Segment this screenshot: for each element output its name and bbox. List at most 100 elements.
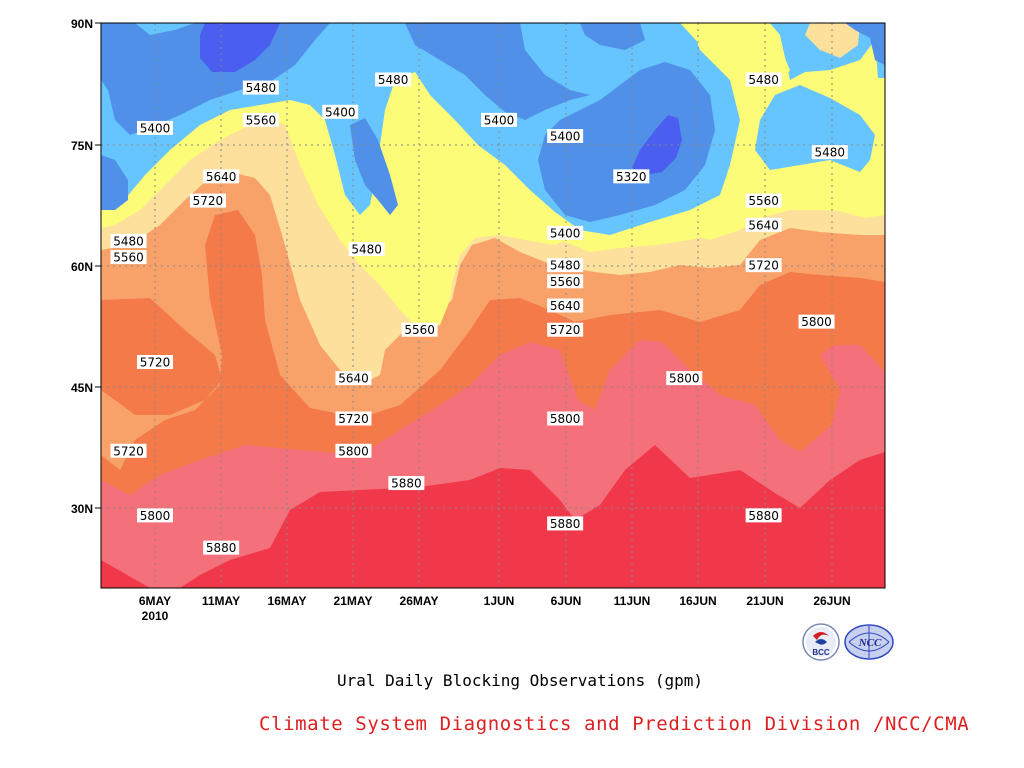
contour-label-box xyxy=(203,540,240,555)
bcc-logo: BCC xyxy=(802,623,840,661)
bcc-logo-text: BCC xyxy=(812,648,830,657)
contour-label: 5720 xyxy=(748,259,779,273)
contour-fill-layer xyxy=(101,23,885,588)
x-tick-label: 16JUN xyxy=(679,594,716,608)
contour-label-box xyxy=(110,250,147,265)
contour-label: 5800 xyxy=(338,444,369,458)
contour-label-box xyxy=(110,233,147,248)
contour-label: 5320 xyxy=(616,170,647,184)
contour-label: 5480 xyxy=(814,146,845,160)
contour-label: 5640 xyxy=(550,299,581,313)
x-year-label: 2010 xyxy=(142,609,169,623)
contour-label: 5480 xyxy=(351,243,382,257)
contour-label: 5480 xyxy=(246,81,277,95)
contour-label-box xyxy=(242,80,279,95)
x-tick-label: 1JUN xyxy=(484,594,515,608)
contour-label: 5480 xyxy=(378,73,409,87)
credit-line: Climate System Diagnostics and Predictio… xyxy=(259,713,970,735)
contour-label-box xyxy=(348,242,385,256)
ncc-logo-text: NCC xyxy=(858,637,882,649)
contour-label-box xyxy=(137,120,173,135)
contour-label-box xyxy=(798,314,835,329)
contour-label-box xyxy=(401,322,438,337)
x-tick-label: 11MAY xyxy=(202,594,240,608)
contour-chart: 90N 75N 60N 45N 30N 6MAY 2010 11MAY 16MA… xyxy=(71,17,886,623)
contour-label-box xyxy=(388,476,425,491)
x-tick-label: 6MAY xyxy=(139,594,171,608)
contour-label: 5400 xyxy=(550,226,581,240)
y-tick-label-90: 90N xyxy=(71,17,93,31)
contour-label: 5880 xyxy=(550,517,581,531)
contour-label-box xyxy=(547,258,584,273)
contour-label-box xyxy=(547,274,584,289)
band-5320-5400-d xyxy=(350,118,398,215)
band-5320-5400-b xyxy=(405,23,590,120)
x-tick-label: 16MAY xyxy=(268,594,307,608)
x-tick-label: 26MAY xyxy=(400,594,439,608)
contour-labels: 5400 5480 5560 5400 5480 5400 5400 5320 5480 5480… xyxy=(110,72,848,555)
contour-label: 5800 xyxy=(669,372,700,386)
band-5320-5400-e xyxy=(580,23,645,50)
contour-label-box xyxy=(137,508,173,523)
contour-label: 5800 xyxy=(801,315,832,329)
contour-label: 5400 xyxy=(484,113,515,127)
contour-label-box xyxy=(335,371,372,386)
y-tick-label-45: 45N xyxy=(71,381,93,395)
contour-label: 5880 xyxy=(206,541,237,555)
x-tick-label: 21JUN xyxy=(746,594,783,608)
contour-label: 5560 xyxy=(748,194,779,208)
x-tick-label: 21MAY xyxy=(334,594,373,608)
contour-label-box xyxy=(110,443,147,458)
x-tick-label: 6JUN xyxy=(551,594,582,608)
contour-label-box xyxy=(322,104,359,119)
contour-label-box xyxy=(547,322,584,337)
contour-label: 5640 xyxy=(338,372,369,386)
contour-label: 5560 xyxy=(113,251,144,265)
contour-label-box xyxy=(745,72,782,87)
contour-label: 5640 xyxy=(206,170,237,184)
contour-label-box xyxy=(666,371,703,386)
contour-label: 5640 xyxy=(748,218,779,232)
contour-label-box xyxy=(547,516,584,531)
contour-label-box xyxy=(811,145,848,160)
contour-label: 5400 xyxy=(325,105,356,119)
contour-label-box xyxy=(547,225,584,240)
contour-label-box xyxy=(745,508,782,523)
contour-label: 5880 xyxy=(748,509,779,523)
contour-label-box xyxy=(547,129,584,143)
contour-label: 5480 xyxy=(113,234,144,248)
contour-label: 5560 xyxy=(550,275,581,289)
band-5480-5560-topright xyxy=(680,23,885,240)
contour-label: 5720 xyxy=(193,194,224,208)
contour-label-box xyxy=(242,112,279,127)
contour-label: 5400 xyxy=(140,121,171,135)
contour-label: 5720 xyxy=(550,323,581,337)
contour-label-box xyxy=(335,443,372,458)
grid-lines xyxy=(101,23,885,588)
contour-label-box xyxy=(481,112,517,127)
band-lt-5320-a xyxy=(200,23,280,72)
contour-label: 5880 xyxy=(391,477,422,491)
x-tick-label: 26JUN xyxy=(813,594,850,608)
y-tick-label-60: 60N xyxy=(71,260,93,274)
contour-label-box xyxy=(613,169,650,184)
contour-label: 5480 xyxy=(550,259,581,273)
y-tick-label-30: 30N xyxy=(71,502,93,516)
contour-label: 5400 xyxy=(550,130,581,144)
band-5480-5560-upper xyxy=(388,72,570,325)
contour-label-box xyxy=(745,217,782,232)
contour-label-box xyxy=(203,169,240,184)
band-5320-5400-a xyxy=(101,23,330,135)
contour-label: 5720 xyxy=(140,356,171,370)
band-5320-5400-f xyxy=(101,155,128,210)
contour-label-box xyxy=(189,193,226,208)
x-tick-label: 11JUN xyxy=(614,594,651,608)
contour-label-box xyxy=(745,258,782,273)
contour-label: 5480 xyxy=(748,73,779,87)
ncc-logo: NCC xyxy=(844,624,894,660)
contour-label: 5720 xyxy=(113,444,144,458)
contour-label: 5560 xyxy=(404,323,435,337)
contour-label: 5800 xyxy=(140,509,171,523)
contour-label: 5720 xyxy=(338,412,369,426)
plot-frame xyxy=(100,22,886,589)
